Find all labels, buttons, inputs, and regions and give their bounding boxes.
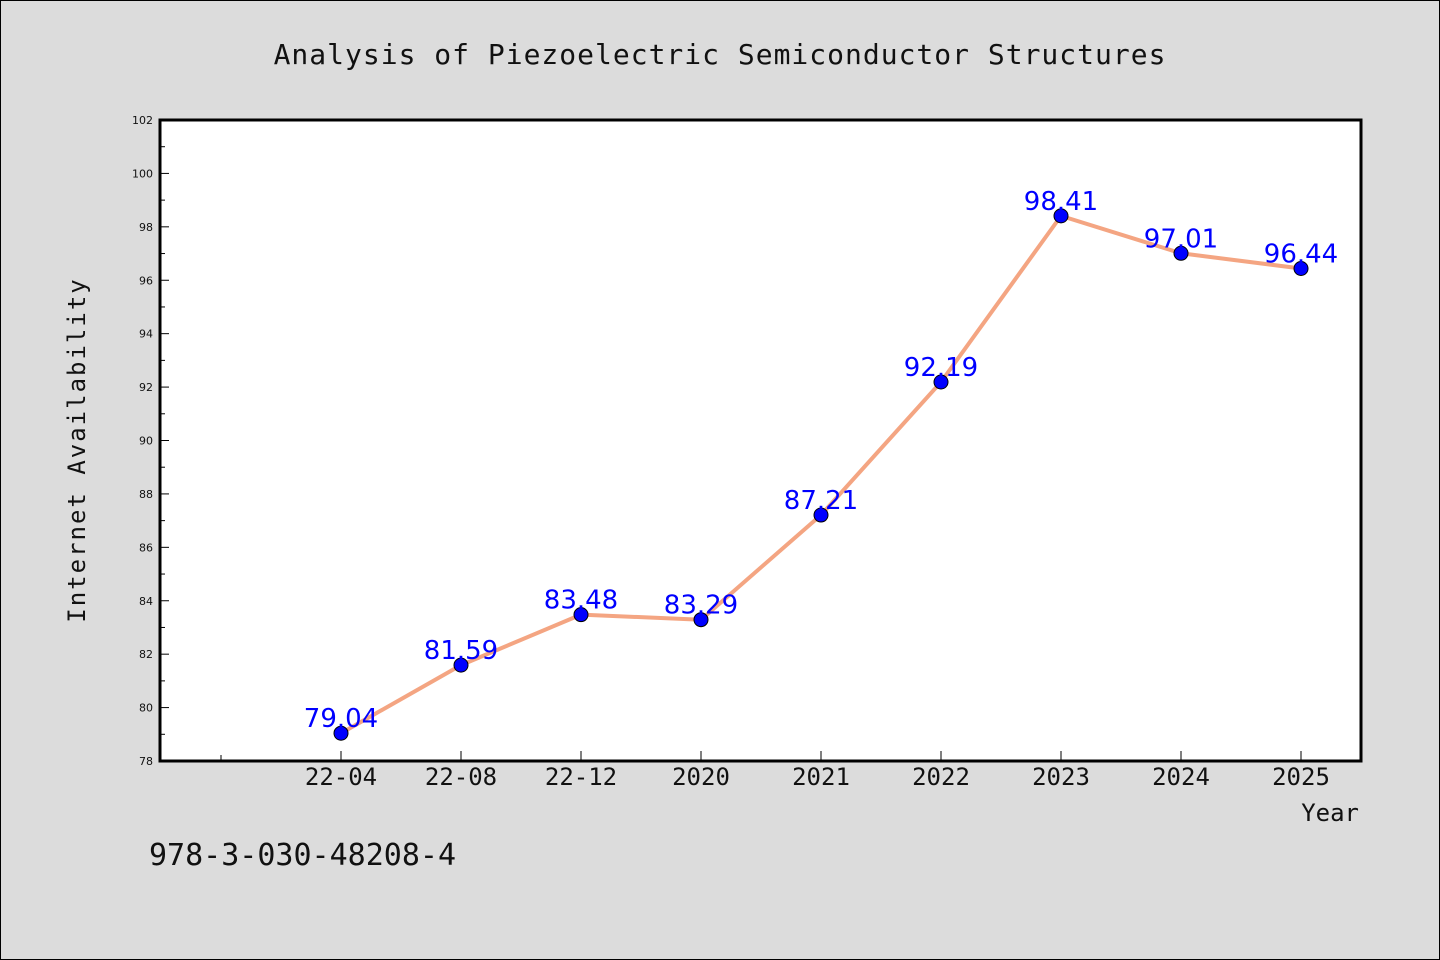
data-label: 83.48 — [544, 586, 618, 616]
chart-title: Analysis of Piezoelectric Semiconductor … — [274, 38, 1167, 71]
data-label: 83.29 — [664, 591, 738, 621]
y-tick-label: 92 — [139, 381, 153, 394]
data-label: 81.59 — [424, 636, 498, 666]
data-label: 79.04 — [304, 704, 378, 734]
y-tick-label: 86 — [139, 541, 153, 554]
y-tick-label: 88 — [139, 488, 153, 501]
data-label: 97.01 — [1144, 224, 1218, 254]
y-axis: 78 80 82 84 86 88 90 92 94 96 98 100 102 — [132, 114, 169, 768]
y-tick-label: 96 — [139, 274, 153, 287]
data-point — [1053, 208, 1069, 224]
x-axis: 22-04 22-08 22-12 2020 2021 2022 2023 2024 2025 — [220, 751, 1330, 791]
data-point — [693, 612, 709, 628]
series-markers — [333, 208, 1309, 741]
x-tick-label: 2025 — [1272, 763, 1330, 791]
data-point — [1173, 245, 1189, 261]
x-tick-label: 2024 — [1152, 763, 1210, 791]
data-label: 87.21 — [784, 486, 858, 516]
x-tick-label: 22-08 — [425, 763, 497, 791]
data-point — [1293, 260, 1309, 276]
data-point — [573, 607, 589, 623]
y-tick-label: 78 — [139, 755, 153, 768]
y-tick-label: 82 — [139, 648, 153, 661]
data-labels: 79.04 81.59 83.48 83.29 87.21 92.19 98.41 97.01… — [304, 187, 1338, 734]
isbn-footer: 978-3-030-48208-4 — [149, 838, 456, 873]
plot-area — [158, 118, 1363, 763]
x-tick-label: 2023 — [1032, 763, 1090, 791]
data-label: 92.19 — [904, 353, 978, 383]
x-tick-label: 2022 — [912, 763, 970, 791]
data-label: 98.41 — [1024, 187, 1098, 217]
y-tick-label: 80 — [139, 702, 153, 715]
x-tick-label: 22-04 — [305, 763, 377, 791]
y-tick-label: 90 — [139, 435, 153, 448]
data-label: 96.44 — [1264, 239, 1338, 269]
x-tick-label: 22-12 — [545, 763, 617, 791]
y-tick-label: 94 — [139, 328, 153, 341]
data-point — [813, 507, 829, 523]
x-axis-title: Year — [1301, 799, 1359, 827]
data-point — [333, 725, 349, 741]
data-point — [453, 657, 469, 673]
y-tick-label: 102 — [132, 114, 153, 127]
x-tick-label: 2020 — [672, 763, 730, 791]
y-tick-label: 100 — [132, 167, 153, 180]
x-tick-label: 2021 — [792, 763, 850, 791]
y-tick-label: 98 — [139, 221, 153, 234]
y-axis-title: Internet Availability — [63, 277, 91, 622]
data-point — [933, 374, 949, 390]
y-tick-label: 84 — [139, 595, 153, 608]
